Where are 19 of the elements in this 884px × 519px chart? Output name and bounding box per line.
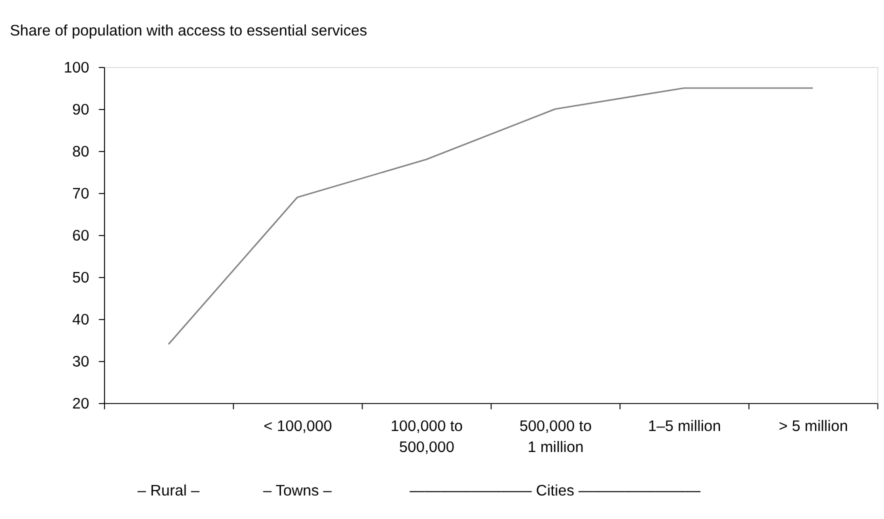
text: ———————— Cities ———————— [410,482,702,500]
y-tick-label: 70 [72,185,90,202]
y-tick-label: 40 [72,311,90,328]
x-tick-label: 100,000 to 500,000 [390,418,463,456]
y-tick-label: 30 [72,353,90,370]
line-series [168,87,814,345]
y-tick-label: 60 [72,227,90,244]
x-tick-label: > 5 million [778,418,848,436]
text: – Rural – [138,482,200,500]
text: – Towns – [263,482,332,500]
x-tick-label: < 100,000 [264,418,332,436]
y-tick-label: 100 [64,59,90,76]
x-tick-label: 500,000 to 1 million [520,418,592,456]
y-tick-label: 20 [72,395,90,412]
y-tick-label: 90 [72,101,90,118]
y-tick-label: 80 [72,143,90,160]
y-tick-label: 50 [72,269,90,286]
x-tick-label: 1–5 million [648,418,721,436]
chart-title: Share of population with access to essential services [10,22,368,40]
